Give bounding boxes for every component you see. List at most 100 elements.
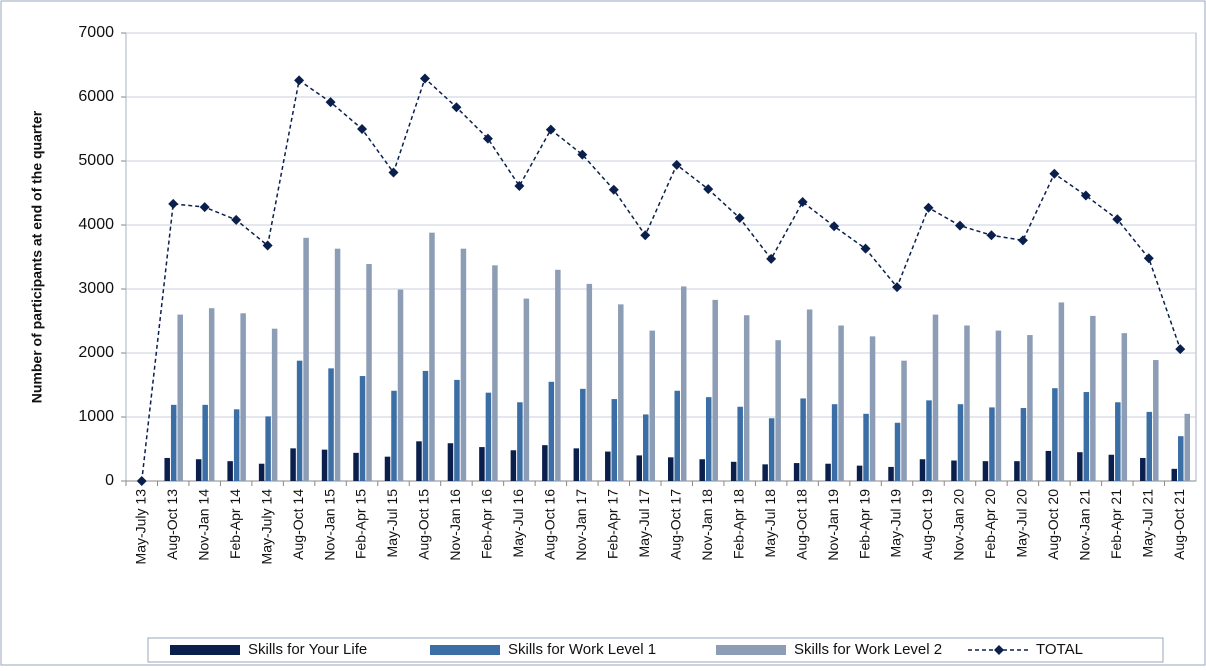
bar [995, 330, 1002, 481]
bar [454, 379, 460, 481]
bar [1184, 413, 1191, 481]
x-tick-label: Feb-Apr 20 [982, 489, 998, 559]
total-marker [419, 73, 430, 84]
legend-label: Skills for Work Level 1 [508, 641, 656, 658]
bar [290, 448, 296, 481]
total-marker [136, 476, 147, 486]
bar [208, 308, 215, 481]
bar [964, 325, 970, 481]
legend-swatch [716, 645, 786, 655]
x-tick-label: Feb-Apr 19 [856, 489, 872, 559]
bar [869, 336, 876, 481]
x-tick-label: Nov-Jan 21 [1077, 489, 1093, 561]
y-axis-label: Number of participants at end of the qua… [29, 110, 45, 403]
total-marker [608, 184, 619, 195]
legend-swatch [430, 645, 500, 655]
bar [712, 299, 718, 481]
y-tick-label: 1000 [78, 408, 114, 425]
y-tick-label: 5000 [78, 152, 114, 169]
y-tick-label: 2000 [78, 344, 114, 361]
x-tick-label: Aug-Oct 13 [164, 489, 180, 560]
bar [838, 325, 844, 481]
bar [730, 461, 737, 481]
bar [680, 286, 687, 481]
x-tick-label: Feb-Apr 21 [1108, 489, 1124, 559]
total-marker [168, 198, 179, 209]
bar [775, 340, 781, 481]
x-tick-label: May-Jul 15 [384, 489, 400, 558]
bar [1083, 392, 1090, 481]
y-tick-label: 0 [105, 472, 114, 489]
x-tick-label: Aug-Oct 16 [542, 489, 558, 560]
bar [265, 416, 271, 481]
bar [548, 381, 555, 481]
bar [737, 406, 743, 481]
bar [831, 404, 838, 481]
x-tick-label: Nov-Jan 18 [699, 489, 715, 561]
bar [510, 450, 517, 481]
bar [523, 298, 530, 481]
x-tick-label: May-Jul 20 [1014, 489, 1030, 558]
bar [888, 466, 894, 481]
bar [919, 459, 926, 481]
x-tick-label: May-July 14 [258, 489, 274, 565]
x-tick-label: Aug-Oct 19 [919, 489, 935, 560]
bar [1153, 360, 1159, 481]
legend-label: Skills for Work Level 2 [794, 641, 942, 658]
bar [542, 445, 548, 481]
plot-area [125, 32, 1197, 482]
bar [1052, 388, 1058, 481]
bar [195, 459, 202, 481]
bar [649, 330, 656, 481]
bar [674, 390, 680, 481]
y-tick-label: 6000 [78, 88, 114, 105]
bar [366, 264, 372, 481]
bar [460, 248, 467, 481]
x-tick-label: May-July 13 [132, 489, 148, 565]
total-marker [482, 133, 493, 144]
x-tick-label: Aug-Oct 20 [1045, 489, 1061, 560]
total-marker [1143, 253, 1154, 264]
x-tick-label: Nov-Jan 15 [321, 489, 337, 561]
total-marker [199, 202, 210, 213]
bar [177, 314, 183, 481]
x-tick-label: May-Jul 19 [888, 489, 904, 558]
bar [605, 451, 611, 481]
bar [164, 457, 170, 481]
total-marker [388, 167, 399, 178]
x-tick-label: Aug-Oct 18 [793, 489, 809, 560]
total-marker [1049, 168, 1060, 179]
total-marker [577, 149, 588, 160]
bar [1090, 315, 1096, 481]
legend-box [147, 637, 1164, 663]
legend-label: Skills for Your Life [248, 641, 367, 658]
total-marker [797, 196, 808, 207]
total-marker [1080, 190, 1091, 201]
x-tick-label: Feb-Apr 17 [604, 489, 620, 559]
bar [580, 388, 586, 481]
x-tick-label: May-Jul 16 [510, 489, 526, 558]
bar [202, 404, 208, 481]
x-tick-label: May-Jul 21 [1139, 489, 1155, 558]
bar [894, 422, 901, 481]
bar [932, 314, 939, 481]
total-marker [671, 159, 682, 170]
bar [705, 397, 712, 481]
bar [1178, 436, 1184, 481]
bar [447, 443, 454, 481]
bar [667, 457, 674, 481]
bar [321, 449, 328, 481]
x-tick-label: Aug-Oct 21 [1171, 489, 1187, 560]
bar [618, 304, 624, 481]
total-marker [1175, 344, 1186, 355]
bar [856, 465, 863, 481]
bar [391, 390, 397, 481]
bar [951, 460, 957, 481]
total-marker [325, 97, 336, 108]
total-marker [451, 102, 462, 113]
bar [762, 464, 768, 481]
bar [334, 248, 341, 481]
x-tick-label: May-Jul 17 [636, 489, 652, 558]
bar [1077, 452, 1083, 481]
